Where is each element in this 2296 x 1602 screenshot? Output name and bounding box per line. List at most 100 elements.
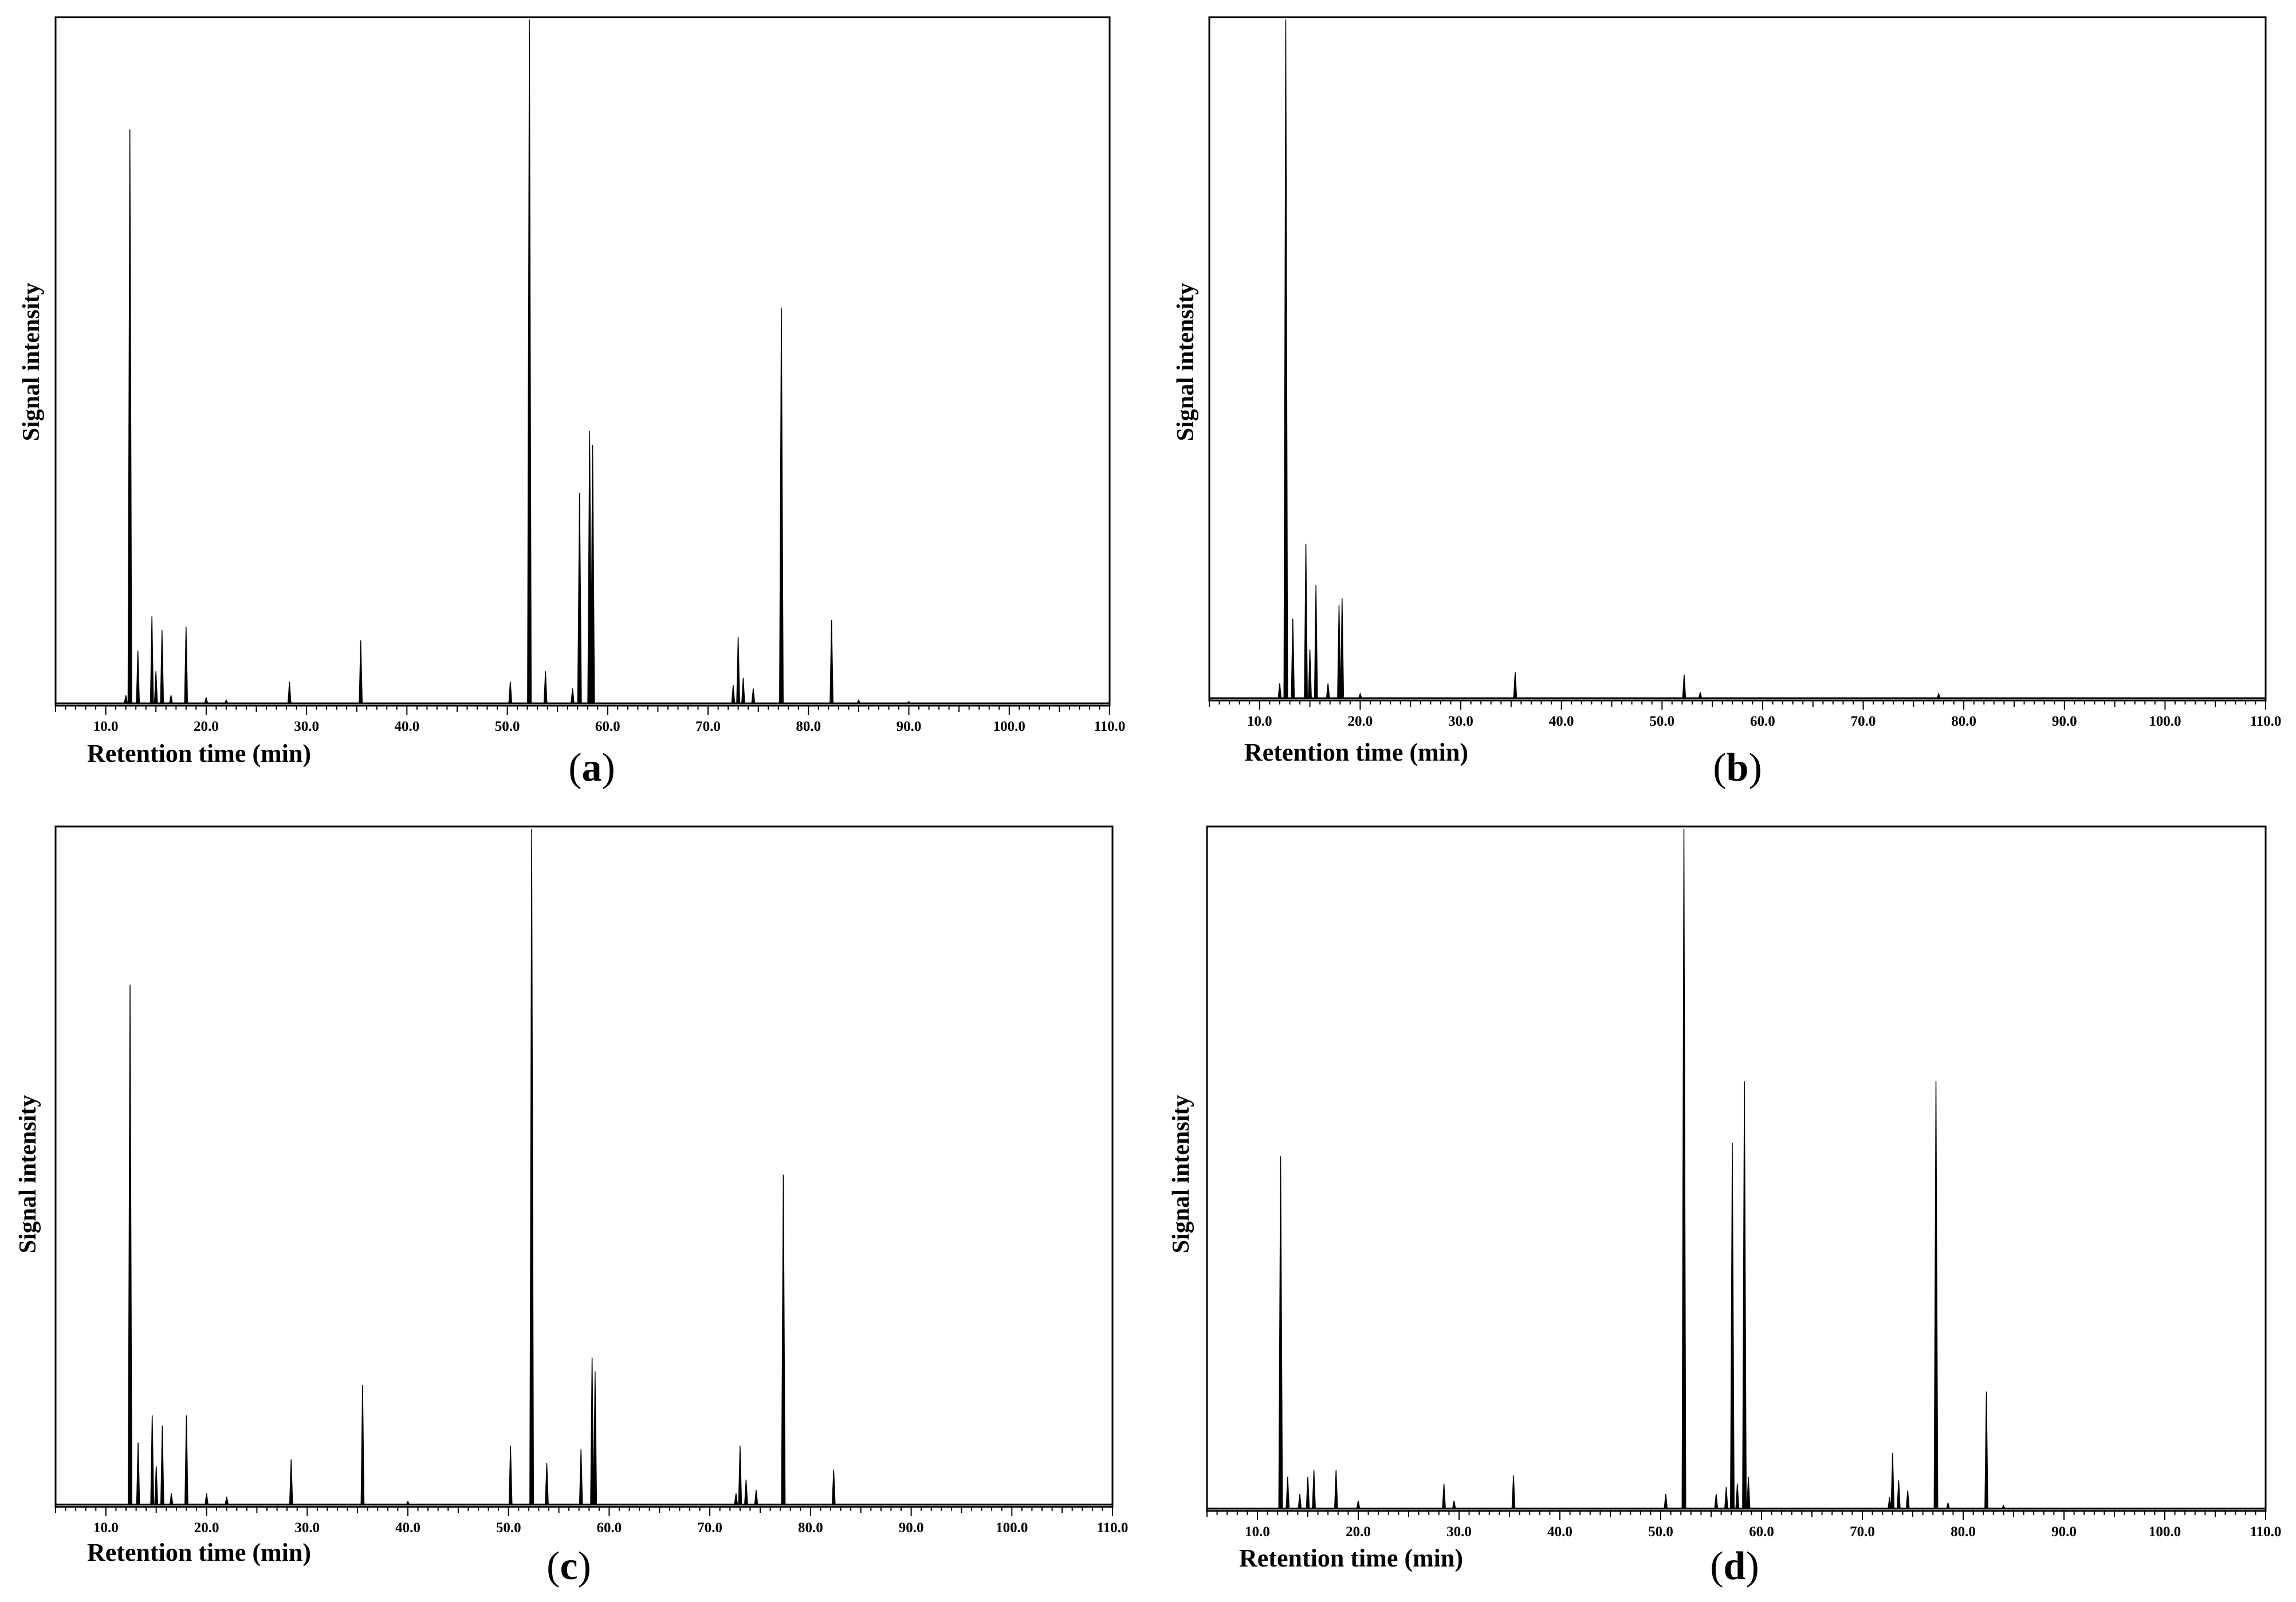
chromatogram-peak <box>529 828 534 1505</box>
chromatogram-peak <box>184 627 188 704</box>
chromatogram-peak <box>1681 828 1686 1509</box>
chromatogram-peak <box>744 1479 748 1505</box>
chromatogram-peak <box>154 1466 159 1505</box>
chromatogram-peak <box>1306 1477 1310 1509</box>
chromatogram-peak <box>1905 1490 1910 1509</box>
chromatogram-peak <box>224 699 229 704</box>
x-tick-label: 60.0 <box>1750 714 1775 729</box>
x-tick-label: 40.0 <box>1549 714 1574 729</box>
chromatogram-peak <box>741 678 745 704</box>
x-tick-label: 70.0 <box>697 1520 722 1536</box>
x-tick-label: 90.0 <box>2051 1524 2077 1540</box>
chromatogram-peak <box>150 1415 155 1505</box>
chromatogram-peak <box>184 1415 188 1505</box>
x-tick-label: 30.0 <box>294 1520 320 1536</box>
panel-label: (b) <box>1713 746 1762 790</box>
panel-label: (c) <box>547 1544 591 1588</box>
x-tick-label: 100.0 <box>2149 1524 2181 1540</box>
x-tick-label: 20.0 <box>194 719 219 734</box>
plot-frame <box>1206 825 2267 1512</box>
chromatogram-peak <box>1664 1494 1668 1509</box>
x-tick-label: 60.0 <box>595 719 620 734</box>
y-axis-title: Signal intensity <box>18 283 45 442</box>
chromatogram-peak <box>1358 692 1363 699</box>
chromatogram-peak <box>1304 544 1308 699</box>
x-tick-label: 100.0 <box>996 1520 1028 1536</box>
chromatogram-peak <box>779 308 784 704</box>
chromatogram-peak <box>1513 672 1517 699</box>
x-axis-ticks <box>1206 1511 2266 1520</box>
x-tick-label: 70.0 <box>1851 714 1876 729</box>
chromatogram-peak <box>154 671 158 704</box>
chromatogram-peak <box>1340 598 1344 699</box>
x-tick-label: 80.0 <box>1951 714 1976 729</box>
chromatogram-peak <box>1742 1081 1747 1509</box>
y-axis-title: Signal intensity <box>1173 283 1199 442</box>
chromatogram-peak <box>527 19 532 704</box>
chromatogram-peak <box>1442 1483 1446 1509</box>
chromatogram-peak <box>590 444 595 704</box>
chromatogram-peak <box>205 1493 209 1505</box>
chromatogram-peak <box>508 682 513 704</box>
chromatogram-peak <box>160 1425 164 1505</box>
chart-panel-b: 10.0 20.0 30.0 40.0 50.0 60.0 70.0 80.0 90.0 100.… <box>1173 16 2281 790</box>
chromatogram-peak <box>1314 584 1318 699</box>
x-tick-label: 60.0 <box>597 1520 622 1536</box>
chromatogram-peak <box>204 697 209 704</box>
x-tick-label: 90.0 <box>2052 714 2077 729</box>
x-tick-label: 100.0 <box>2149 714 2181 729</box>
x-tick-label: 110.0 <box>1097 1520 1129 1536</box>
chromatogram-peak <box>1933 1081 1939 1509</box>
chromatogram-peak <box>1308 649 1312 699</box>
chromatogram-peak <box>571 688 575 704</box>
x-tick-label: 40.0 <box>394 719 419 734</box>
chromatogram-peak <box>1278 1156 1283 1509</box>
x-tick-label: 30.0 <box>1446 1524 1472 1540</box>
chromatogram-peak <box>225 1497 229 1505</box>
chromatogram-peak <box>1337 605 1341 699</box>
chromatogram-peak <box>136 651 140 704</box>
plot-frame <box>54 825 1114 1508</box>
chromatogram-peak <box>124 695 128 704</box>
chromatogram-peak <box>136 1442 140 1505</box>
y-axis-title: Signal intensity <box>1168 1095 1194 1254</box>
chromatogram-peak <box>1936 692 1941 699</box>
x-tick-label: 50.0 <box>1648 1524 1673 1540</box>
chromatogram-peak <box>1714 1494 1719 1509</box>
chromatogram-peak <box>545 1462 549 1505</box>
chromatogram-peak <box>1724 1487 1728 1509</box>
plot-frame <box>54 16 1111 707</box>
chromatogram-peak <box>577 493 582 704</box>
chromatogram-peak <box>579 1449 583 1505</box>
chromatogram-peak <box>906 700 911 704</box>
chart-panel-c: 10.0 20.0 30.0 40.0 50.0 60.0 70.0 80.0 90.0 100.… <box>15 825 1129 1588</box>
chromatogram-peak <box>1746 1477 1751 1509</box>
x-axis-ticks <box>55 706 1110 715</box>
chromatogram-peak <box>1984 1391 1988 1509</box>
x-tick-label: 70.0 <box>1850 1524 1875 1540</box>
plot-frame <box>1208 16 2267 702</box>
x-tick-label: 110.0 <box>1094 719 1126 734</box>
chromatogram-peak <box>168 695 174 704</box>
chromatogram-peak <box>1312 1470 1316 1509</box>
chromatogram-peak <box>831 1469 836 1505</box>
chromatogram-peak <box>1452 1500 1456 1509</box>
chromatogram-peak <box>2001 1504 2006 1509</box>
x-axis-title: Retention time (min) <box>87 1538 311 1566</box>
x-tick-label: 70.0 <box>695 719 721 734</box>
x-tick-label: 20.0 <box>1346 1524 1371 1540</box>
x-axis-title: Retention time (min) <box>1239 1544 1463 1572</box>
chromatogram-peak <box>289 1459 293 1505</box>
x-tick-label: 80.0 <box>798 1520 823 1536</box>
x-axis-ticks <box>55 1507 1113 1516</box>
x-tick-label: 90.0 <box>899 1520 924 1536</box>
x-tick-label: 110.0 <box>2250 1524 2282 1540</box>
chromatogram-peak <box>751 688 756 704</box>
y-axis-title: Signal intensity <box>15 1095 41 1254</box>
chromatogram-peak <box>1735 1483 1740 1509</box>
x-tick-label: 20.0 <box>1348 714 1373 729</box>
chromatogram-peak <box>738 1446 742 1505</box>
chromatogram-peak <box>150 616 154 704</box>
chromatogram-peak <box>1511 1475 1516 1509</box>
